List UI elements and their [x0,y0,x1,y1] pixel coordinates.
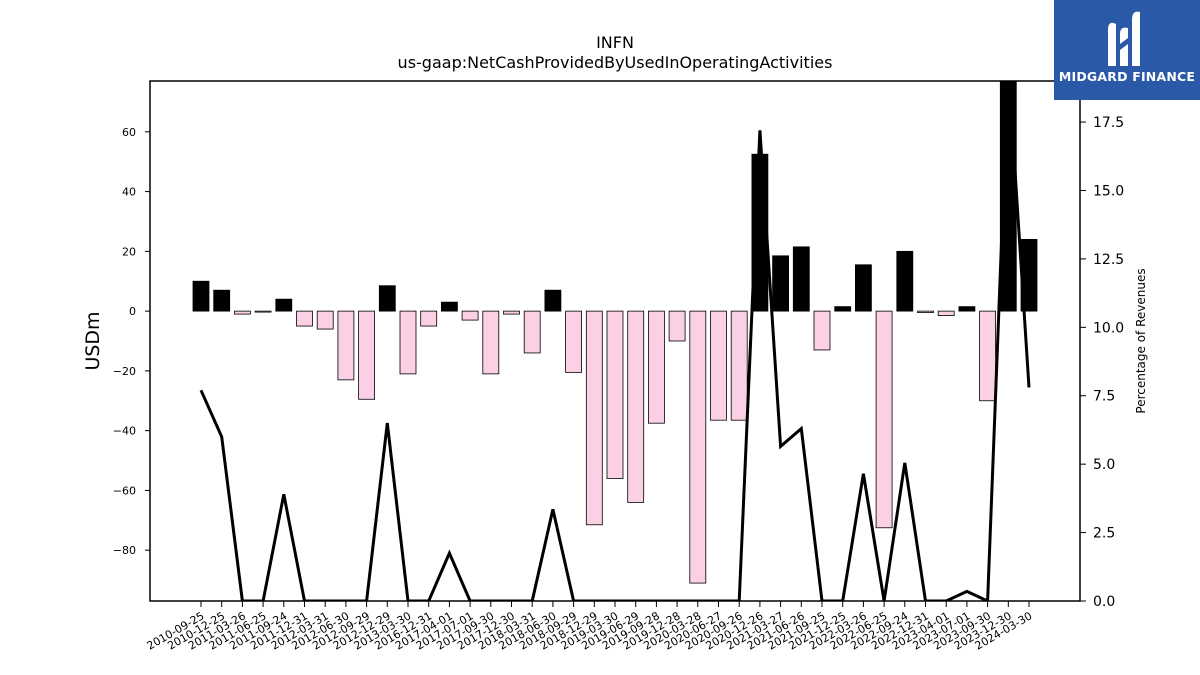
series-line [199,81,1031,601]
y-axis-label: USDm [82,311,104,370]
bar [792,246,810,312]
y-tick-label: 40 [122,186,136,199]
bar [958,306,976,312]
bar [254,310,272,313]
bar [917,310,934,314]
bar [399,310,417,375]
y-tick-label: −80 [113,544,136,557]
bar [337,310,355,381]
bar [834,306,852,312]
bar [772,255,789,312]
bar [565,310,582,373]
bar [503,310,520,315]
y-tick-label: 20 [122,245,136,258]
chart-subtitle: us-gaap:NetCashProvidedByUsedInOperating… [398,53,833,72]
bar [689,310,707,584]
y2-axis: 0.0 2.5 5.0 7.5 10.0 12.5 15.0 17.5 [1080,115,1124,610]
bar [275,298,293,312]
bar [585,310,603,526]
y2-tick-label: 0.0 [1093,594,1115,610]
y2-tick-label: 12.5 [1093,252,1124,268]
bar [606,310,624,479]
bar [896,250,914,312]
bar [461,310,479,321]
chart-title: INFN [596,33,634,52]
y-tick-label: −60 [113,484,136,497]
brand-name: MIDGARD FINANCE [1058,69,1196,84]
bar [710,310,727,421]
brand-logo: MIDGARD FINANCE [1054,0,1200,100]
line-layer [199,81,1031,601]
y-tick-label: −20 [113,365,136,378]
bar [875,310,893,529]
bar [855,264,872,312]
bar [544,289,562,312]
y2-tick-label: 2.5 [1093,526,1115,542]
bar [627,310,645,503]
bar [979,310,996,402]
bar [482,310,500,375]
logo-mark-icon [1108,11,1140,67]
y-tick-label: −40 [113,425,136,438]
bar [192,280,210,312]
bar [296,310,313,327]
bar [358,310,376,400]
y2-tick-label: 15.0 [1093,183,1124,199]
bar [668,310,686,342]
bar [523,310,541,354]
y2-axis-label: Percentage of Revenues [1134,268,1148,413]
y-axis: 60 40 20 0 −20 −40 −60 −80 [113,126,150,557]
bar [420,310,438,327]
bar [440,301,458,312]
x-axis: 2010-09-252010-12-252011-03-262011-06-25… [145,601,1035,653]
bar [648,310,665,424]
y2-tick-label: 10.0 [1093,320,1124,336]
bar [730,310,748,421]
y2-tick-label: 7.5 [1093,389,1115,405]
bar [937,310,955,316]
bar [233,310,251,315]
y2-tick-label: 17.5 [1093,115,1124,131]
y-tick-label: 60 [122,126,136,139]
y-tick-label: 0 [129,305,136,318]
y2-tick-label: 5.0 [1093,457,1115,473]
bar [316,310,334,330]
bar [213,289,231,312]
bar [813,310,831,351]
bar [378,285,396,312]
